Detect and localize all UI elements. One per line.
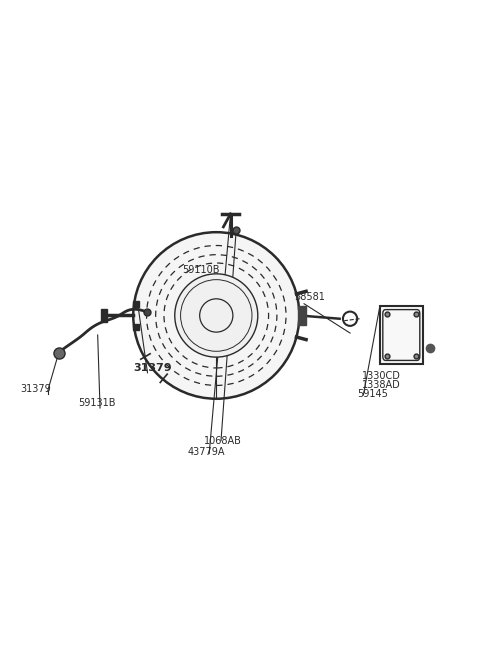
FancyBboxPatch shape (380, 306, 423, 365)
Text: 1338AD: 1338AD (362, 380, 401, 390)
Ellipse shape (175, 274, 258, 357)
Bar (101, 309, 107, 322)
Text: 58581: 58581 (295, 292, 325, 302)
Text: 31379: 31379 (21, 384, 51, 394)
Text: 59145: 59145 (358, 389, 388, 399)
Text: 1068AB: 1068AB (204, 436, 242, 445)
Text: 31379: 31379 (133, 363, 172, 373)
Text: 43779A: 43779A (188, 447, 225, 457)
Ellipse shape (133, 232, 300, 399)
Bar (298, 306, 306, 325)
Text: 59110B: 59110B (182, 265, 220, 275)
Text: 59131B: 59131B (78, 398, 115, 408)
FancyBboxPatch shape (383, 309, 420, 361)
Text: 1330CD: 1330CD (362, 371, 401, 381)
